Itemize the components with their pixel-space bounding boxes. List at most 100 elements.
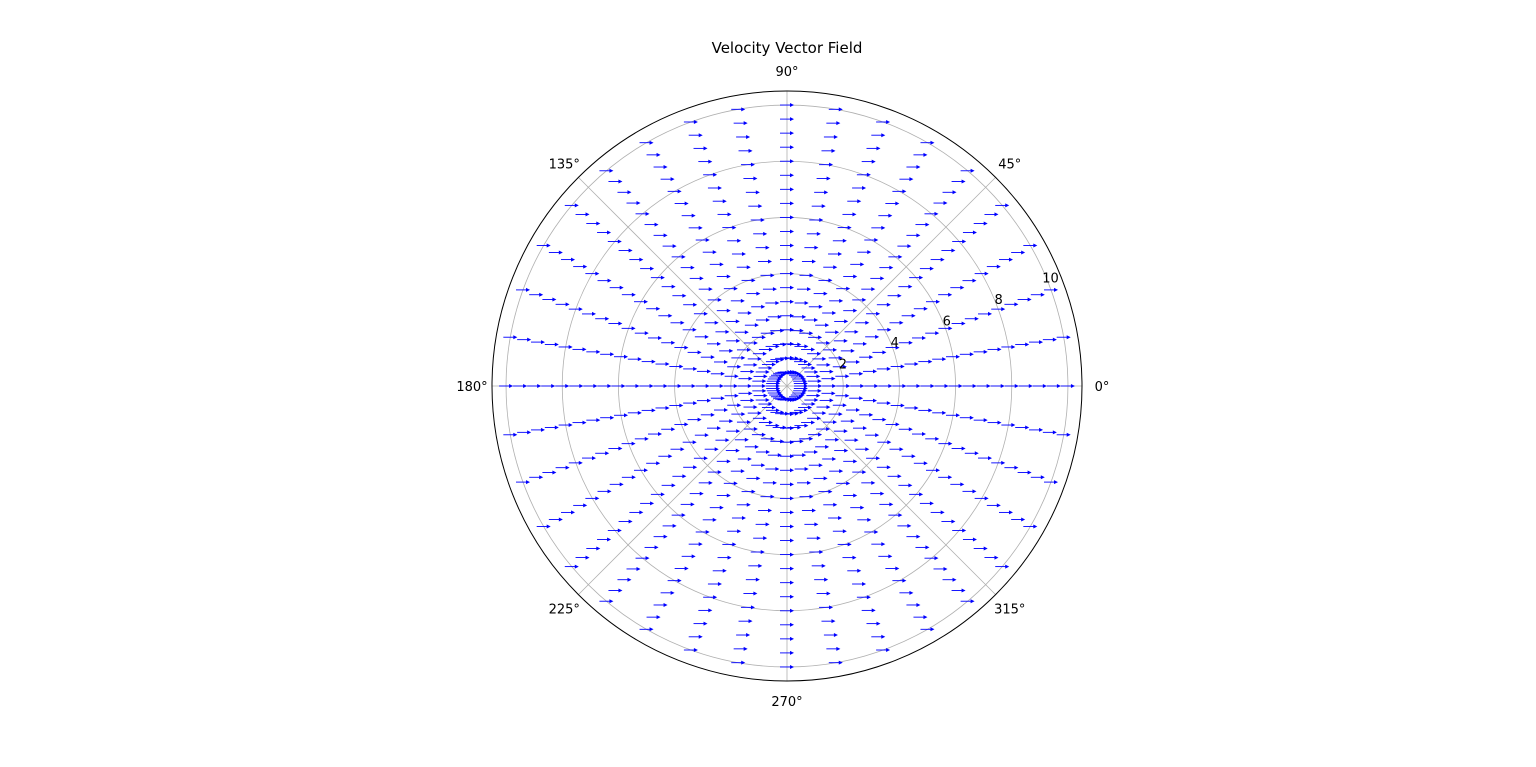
velocity-arrow [683,302,698,307]
velocity-arrow [741,489,756,494]
velocity-arrow [503,335,518,340]
velocity-arrow [719,348,734,353]
velocity-arrow [581,311,596,316]
velocity-arrow [707,470,722,475]
angle-tick-label: 0° [1095,380,1110,395]
velocity-arrow [530,340,545,345]
velocity-arrow [738,619,753,624]
velocity-arrow [885,201,900,206]
velocity-arrow [710,396,725,401]
velocity-arrow [780,131,794,136]
velocity-arrow [731,660,746,665]
velocity-arrow [752,379,767,384]
velocity-arrow [689,491,704,496]
angle-tick-label: 225° [549,603,580,618]
velocity-arrow [681,384,696,388]
velocity-arrow [946,413,961,418]
velocity-arrow [952,239,967,244]
velocity-arrow [653,534,668,539]
velocity-arrow [828,251,843,256]
velocity-arrow [871,542,886,547]
velocity-arrow [842,212,857,217]
velocity-arrow [780,257,794,262]
velocity-arrow [978,311,993,316]
velocity-arrow [600,352,615,357]
velocity-arrow [836,384,851,388]
velocity-arrow [938,326,953,331]
velocity-arrow [822,384,837,388]
velocity-arrow [973,221,988,226]
velocity-arrow [892,384,907,388]
velocity-arrow [753,536,768,541]
velocity-arrow [789,410,804,415]
velocity-arrow [748,563,763,568]
velocity-arrow [724,393,739,398]
velocity-arrow [738,391,753,396]
velocity-arrow [724,374,739,379]
velocity-arrow [807,379,822,384]
velocity-arrow [573,503,588,508]
velocity-arrow [973,418,988,423]
velocity-arrow [964,316,979,321]
velocity-arrow [608,588,623,593]
velocity-arrow [866,146,881,151]
velocity-arrow [555,384,570,388]
velocity-arrow [780,650,794,655]
velocity-arrow [688,225,703,230]
velocity-arrow [986,503,1001,508]
velocity-arrow [758,402,773,407]
velocity-arrow [744,323,759,328]
velocity-arrow [904,405,919,410]
velocity-arrow [987,347,1002,352]
velocity-arrow [743,340,758,345]
velocity-arrow [561,257,576,262]
velocity-arrow [801,365,816,370]
velocity-arrow [680,265,695,270]
grid-spoke [786,177,996,387]
velocity-arrow [658,313,673,318]
velocity-arrow [1004,302,1019,307]
velocity-arrow [661,340,676,345]
velocity-arrow [813,291,828,296]
velocity-arrow [597,537,612,542]
velocity-arrow [575,212,590,217]
velocity-arrow [811,563,826,568]
velocity-arrow [829,469,844,474]
velocity-arrow [850,505,865,510]
velocity-arrow [849,396,864,401]
velocity-arrow [709,262,724,267]
velocity-arrow [597,230,612,235]
velocity-arrow [1018,384,1033,388]
velocity-arrow [661,284,676,289]
velocity-arrow [828,412,843,417]
velocity-arrow [731,251,746,256]
velocity-arrow [794,359,809,364]
velocity-arrow [804,245,819,250]
velocity-arrow [621,292,636,297]
velocity-arrow [621,326,636,331]
velocity-arrow [948,384,963,388]
velocity-arrow [1004,465,1019,470]
velocity-arrow [770,328,785,333]
velocity-arrow [909,275,924,280]
velocity-arrow [542,470,557,475]
velocity-arrow [695,529,710,534]
velocity-arrow [840,348,855,353]
velocity-arrow [798,362,813,367]
velocity-arrow [852,297,867,302]
velocity-arrow [1042,337,1057,342]
velocity-arrow [568,460,583,465]
velocity-arrow [769,374,784,379]
velocity-arrow [960,599,975,604]
velocity-arrow [823,633,838,638]
velocity-arrow [722,542,737,547]
velocity-arrow [799,331,814,336]
velocity-arrow [806,536,821,541]
velocity-arrow [863,398,878,403]
velocity-arrow [815,323,830,328]
velocity-arrow [865,433,880,438]
velocity-arrow [836,286,851,291]
velocity-arrow [644,545,659,550]
velocity-arrow [846,359,861,364]
radial-tick-label: 2 [839,357,847,372]
